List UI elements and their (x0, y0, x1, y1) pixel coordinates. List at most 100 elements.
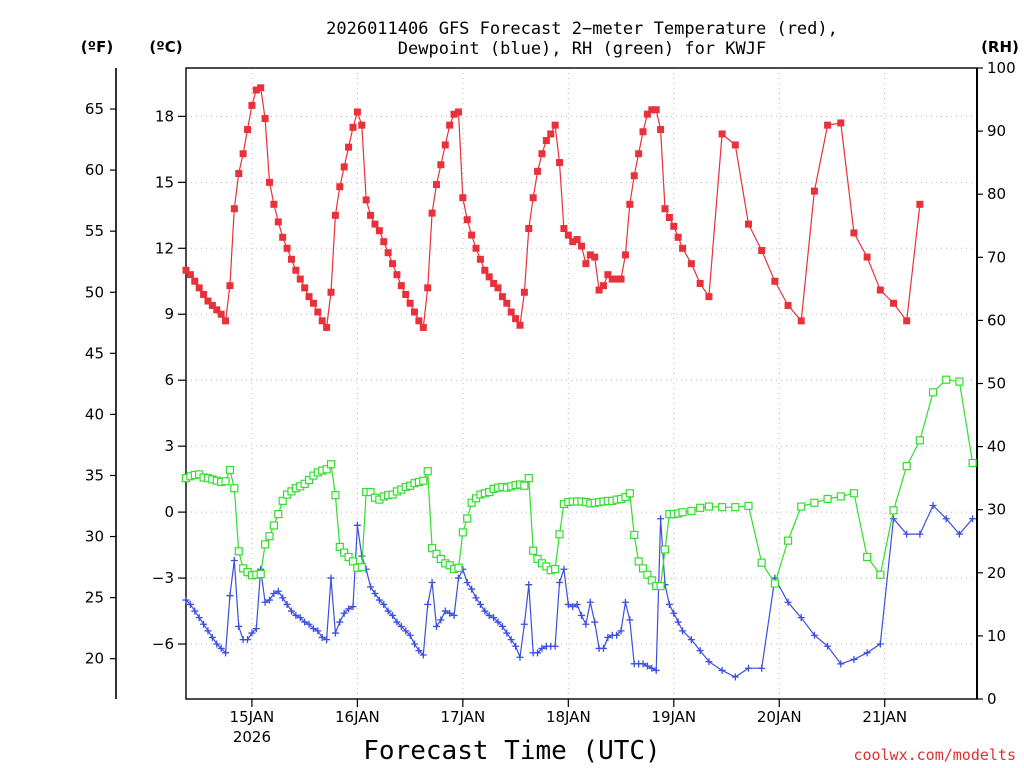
data-point (836, 492, 845, 501)
time-axis: 15JAN 2026 16JAN 17JAN 18JAN 19JAN 20JAN 21JAN (230, 699, 907, 746)
data-point (652, 666, 660, 674)
rh-tick-label: 10 (987, 627, 1006, 645)
data-point (534, 167, 542, 175)
data-point (283, 600, 291, 608)
data-point (204, 297, 212, 305)
data-point (393, 271, 401, 279)
data-point (331, 211, 339, 219)
data-point (551, 642, 559, 650)
data-point (674, 618, 682, 626)
data-point (529, 194, 537, 202)
data-point (784, 598, 792, 606)
fahrenheit-axis: 65 60 55 50 45 40 35 30 25 20 (85, 100, 116, 668)
data-point (252, 86, 260, 94)
data-point (657, 515, 665, 523)
data-point (578, 611, 585, 619)
data-point (472, 244, 480, 252)
data-point (529, 546, 538, 555)
data-point (318, 317, 326, 325)
data-point (419, 651, 427, 659)
data-point (248, 629, 256, 637)
data-point (213, 306, 221, 314)
data-point (744, 501, 753, 511)
data-point (490, 279, 498, 287)
data-point (696, 503, 705, 512)
data-point (630, 172, 638, 180)
data-point (890, 299, 898, 307)
data-point (731, 673, 739, 681)
data-point (679, 627, 687, 635)
data-point (643, 570, 652, 579)
data-point (252, 625, 260, 633)
data-point (235, 170, 243, 178)
data-point (248, 101, 256, 109)
data-point (823, 494, 832, 504)
plot-frame (185, 67, 978, 700)
celsius-tick-label: 15 (155, 173, 174, 191)
data-point (424, 600, 432, 608)
data-point (916, 530, 924, 538)
rh-tick-label: 100 (987, 59, 1016, 77)
data-point (520, 481, 529, 490)
data-point (494, 618, 502, 626)
time-tick-label: 18JAN (546, 708, 591, 726)
data-point (222, 317, 230, 325)
fahrenheit-tick-label: 45 (85, 344, 104, 362)
data-point (463, 216, 471, 224)
data-point (490, 614, 498, 622)
data-point (582, 620, 590, 628)
celsius-tick-label: 9 (164, 305, 174, 323)
data-point (573, 235, 581, 243)
data-point (599, 282, 607, 290)
celsius-tick-label: −3 (152, 569, 174, 587)
credit-link[interactable]: coolwx.com/modelts (853, 746, 1016, 764)
data-point (630, 530, 639, 540)
data-point (902, 462, 911, 471)
data-point (458, 528, 467, 537)
data-point (274, 587, 282, 595)
data-point (265, 178, 273, 186)
data-point (578, 242, 585, 250)
celsius-tick-label: 12 (155, 239, 174, 257)
data-point (335, 542, 344, 552)
data-point (309, 299, 317, 307)
data-point (660, 545, 670, 554)
rh-tick-label: 40 (987, 438, 1006, 456)
data-point (468, 231, 476, 239)
series-2-meter-temperature (182, 84, 924, 331)
data-point (621, 251, 629, 259)
data-point (942, 515, 950, 523)
data-point (208, 301, 216, 309)
data-point (626, 616, 634, 624)
data-point (718, 130, 726, 138)
data-point (705, 658, 713, 666)
data-point (279, 594, 287, 602)
data-point (424, 284, 432, 292)
data-point (810, 187, 818, 195)
data-point (863, 552, 872, 562)
data-point (402, 290, 410, 298)
data-point (542, 137, 550, 145)
data-point (225, 465, 235, 475)
data-point (450, 110, 458, 118)
data-point (389, 611, 397, 619)
rh-unit-label: (RH) (981, 38, 1019, 56)
data-point (586, 598, 594, 606)
data-point (850, 655, 858, 663)
data-point (638, 564, 648, 573)
data-point (204, 627, 212, 635)
data-point (824, 642, 832, 650)
data-point (498, 622, 506, 630)
data-point (955, 377, 964, 386)
data-point (402, 627, 410, 635)
data-point (520, 620, 528, 628)
data-point (560, 565, 568, 573)
data-point (327, 574, 335, 582)
data-point (411, 308, 419, 316)
data-point (195, 614, 203, 622)
data-point (389, 260, 397, 268)
data-point (652, 106, 660, 114)
data-point (419, 323, 427, 331)
fahrenheit-tick-label: 35 (85, 466, 104, 484)
data-point (318, 633, 326, 641)
